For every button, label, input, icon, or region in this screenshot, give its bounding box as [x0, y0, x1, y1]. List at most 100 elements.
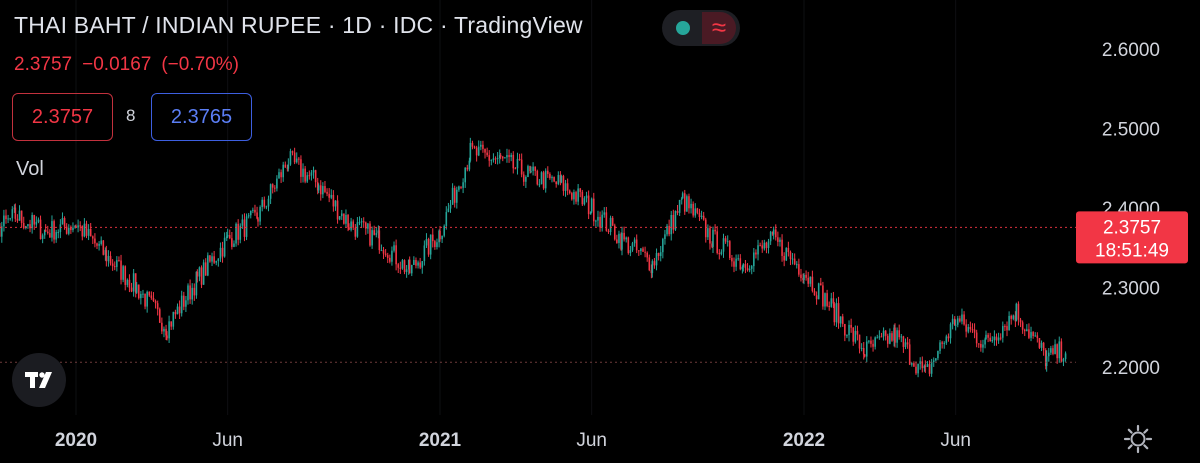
candle-body: [510, 154, 512, 158]
candle-body: [37, 219, 40, 222]
candle-body: [894, 327, 896, 343]
candle-body: [880, 336, 883, 338]
candle-body: [870, 340, 872, 344]
candle-body: [348, 227, 350, 230]
candle-body: [158, 309, 161, 323]
tradingview-logo[interactable]: [12, 353, 66, 407]
candle-body: [245, 216, 248, 237]
candle-body: [328, 193, 330, 198]
gear-icon[interactable]: [1123, 424, 1153, 454]
candle-body: [475, 147, 478, 156]
candle-body: [694, 208, 697, 216]
candle-body: [269, 184, 272, 199]
candle-body: [482, 144, 484, 149]
candle-body: [642, 248, 644, 252]
candle-body: [183, 295, 185, 307]
candle-body: [384, 253, 387, 256]
candle-body: [785, 247, 788, 261]
candle-body: [917, 363, 919, 374]
candle-body: [793, 258, 796, 265]
candle-body: [20, 210, 23, 223]
candle-body: [595, 220, 597, 222]
candle-body: [860, 348, 863, 350]
candle-body: [204, 262, 207, 276]
candle-body: [592, 198, 595, 222]
candle-body: [310, 172, 313, 176]
candle-body: [664, 234, 666, 239]
candle-body: [460, 186, 462, 188]
candle-body: [271, 184, 274, 188]
candle-body: [640, 248, 642, 252]
candle-body: [590, 198, 593, 212]
y-tick-label-0: 2.6000: [1102, 40, 1160, 61]
candle-body: [0, 223, 1, 237]
candle-body: [902, 336, 905, 347]
candle-body: [427, 239, 430, 255]
candle-body: [501, 156, 504, 159]
candle-body: [453, 187, 456, 203]
candle-body: [405, 269, 408, 272]
volume-indicator-label[interactable]: Vol: [16, 158, 44, 180]
candle-body: [63, 218, 66, 227]
candle-body: [874, 337, 876, 347]
candle-body: [613, 225, 616, 240]
candle-body: [356, 222, 359, 237]
candle-body: [800, 274, 802, 279]
candle-body: [733, 261, 735, 267]
sell-button[interactable]: 2.3757: [12, 93, 113, 141]
candle-body: [79, 225, 81, 227]
candle-body: [544, 170, 547, 189]
candle-body: [1038, 338, 1041, 348]
candle-body: [174, 311, 177, 315]
spread-value: 8: [126, 106, 136, 125]
candle-body: [109, 255, 112, 264]
candle-body: [187, 285, 189, 301]
market-status-pill[interactable]: ≈: [662, 10, 740, 46]
candle-body: [445, 212, 448, 226]
candle-body: [856, 330, 859, 335]
last-price-tag: 2.3757 18:51:49: [1076, 211, 1188, 264]
candle-body: [116, 260, 118, 267]
candle-body: [371, 230, 373, 246]
candle-body: [102, 240, 105, 255]
candle-body: [276, 178, 278, 189]
candle-body: [953, 318, 956, 326]
candle-body: [142, 293, 144, 295]
candle-body: [963, 314, 965, 325]
candle-body: [284, 164, 287, 168]
candle-body: [1019, 319, 1022, 323]
candle-body: [449, 204, 452, 209]
candle-body: [722, 238, 725, 252]
candle-body: [737, 258, 739, 260]
candle-body: [94, 238, 96, 244]
candle-body: [984, 339, 986, 345]
buy-button[interactable]: 2.3765: [151, 93, 252, 141]
candle-body: [451, 187, 454, 205]
candle-body: [898, 330, 900, 338]
candle-body: [959, 318, 961, 322]
candle-body: [213, 256, 215, 263]
candle-body: [951, 318, 954, 325]
candle-body: [146, 291, 148, 307]
candle-body: [150, 295, 153, 299]
candle-body: [1050, 348, 1052, 353]
candle-body: [373, 230, 375, 235]
candle-body: [397, 264, 400, 268]
candle-body: [252, 209, 254, 211]
candle-body: [739, 258, 742, 270]
x-tick-label-5: Jun: [940, 430, 971, 451]
candle-body: [835, 303, 838, 323]
candle-body: [304, 168, 306, 182]
candle-body: [620, 233, 622, 250]
candle-body: [520, 159, 523, 175]
candle-body: [5, 215, 7, 220]
candle-body: [508, 155, 510, 158]
candle-body: [1028, 329, 1030, 338]
candle-body: [817, 283, 820, 300]
candle-body: [314, 170, 317, 183]
candle-body: [386, 255, 389, 258]
candle-body: [826, 293, 828, 306]
candle-body: [718, 252, 721, 255]
candle-body: [807, 277, 809, 284]
